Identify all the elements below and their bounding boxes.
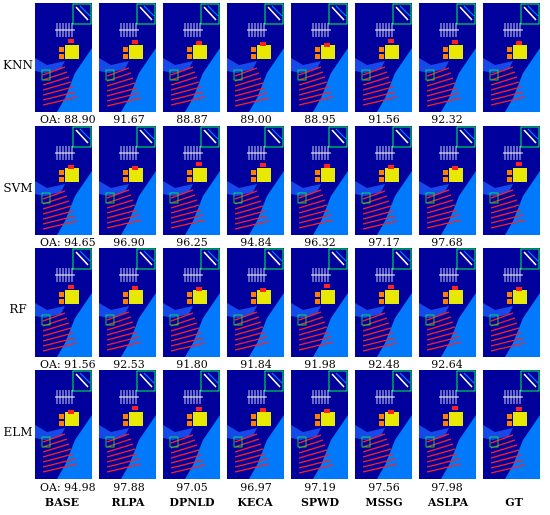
oa-value-knn-mssg: 91.56	[368, 113, 400, 126]
classification-map-svm-rlpa	[99, 126, 156, 235]
oa-value-knn-aslpa: 92.32	[431, 113, 463, 126]
col-label-aslpa: ASLPA	[427, 496, 469, 509]
classification-map-elm-gt	[483, 370, 540, 479]
classification-map-knn-rlpa	[99, 3, 156, 112]
oa-value-rf-spwd: 91.98	[304, 358, 336, 371]
classification-map-knn-mssg	[355, 3, 412, 112]
classification-map-svm-spwd	[291, 126, 348, 235]
row-label-elm: ELM	[3, 425, 33, 439]
classification-map-elm-aslpa	[419, 370, 476, 479]
oa-value-elm-aslpa: 97.98	[431, 481, 463, 494]
classification-map-svm-keca	[227, 126, 284, 235]
classification-map-elm-mssg	[355, 370, 412, 479]
oa-value-elm-mssg: 97.56	[368, 481, 400, 494]
col-label-rlpa: RLPA	[111, 496, 145, 509]
classification-map-elm-dpnld	[163, 370, 220, 479]
oa-value-elm-spwd: 97.19	[304, 481, 336, 494]
oa-value-rf-mssg: 92.48	[368, 358, 400, 371]
classification-map-elm-keca	[227, 370, 284, 479]
classification-map-knn-aslpa	[419, 3, 476, 112]
classification-map-rf-mssg	[355, 248, 412, 357]
oa-value-svm-dpnld: 96.25	[176, 236, 208, 249]
classification-map-svm-base	[35, 126, 92, 235]
col-label-base: BASE	[44, 496, 80, 509]
col-label-gt: GT	[505, 496, 523, 509]
classification-map-elm-spwd	[291, 370, 348, 479]
oa-value-rf-dpnld: 91.80	[176, 358, 208, 371]
oa-value-svm-spwd: 96.32	[304, 236, 336, 249]
classification-map-knn-base	[35, 3, 92, 112]
oa-value-knn-dpnld: 88.87	[176, 113, 208, 126]
classification-map-knn-dpnld	[163, 3, 220, 112]
classification-map-svm-gt	[483, 126, 540, 235]
classification-map-svm-aslpa	[419, 126, 476, 235]
classification-map-svm-mssg	[355, 126, 412, 235]
classification-map-knn-spwd	[291, 3, 348, 112]
oa-value-elm-keca: 96.97	[240, 481, 272, 494]
oa-value-elm-dpnld: 97.05	[176, 481, 208, 494]
oa-value-svm-aslpa: 97.68	[431, 236, 463, 249]
oa-value-rf-keca: 91.84	[240, 358, 272, 371]
row-label-rf: RF	[9, 302, 27, 316]
classification-map-rf-keca	[227, 248, 284, 357]
classification-map-rf-dpnld	[163, 248, 220, 357]
classification-map-rf-aslpa	[419, 248, 476, 357]
oa-value-rf-rlpa: 92.53	[113, 358, 145, 371]
classification-map-rf-gt	[483, 248, 540, 357]
oa-value-knn-spwd: 88.95	[304, 113, 336, 126]
oa-value-elm-base: OA: 94.98	[40, 481, 96, 494]
classification-map-knn-keca	[227, 3, 284, 112]
classification-map-rf-base	[35, 248, 92, 357]
col-label-mssg: MSSG	[365, 496, 403, 509]
col-label-dpnld: DPNLD	[169, 496, 215, 509]
oa-value-knn-base: OA: 88.90	[40, 113, 96, 126]
row-label-knn: KNN	[3, 58, 33, 72]
col-label-spwd: SPWD	[300, 496, 340, 509]
classification-map-svm-dpnld	[163, 126, 220, 235]
classification-map-rf-rlpa	[99, 248, 156, 357]
oa-value-rf-aslpa: 92.64	[431, 358, 463, 371]
row-label-svm: SVM	[3, 181, 33, 195]
classification-map-knn-gt	[483, 3, 540, 112]
oa-value-knn-keca: 89.00	[240, 113, 272, 126]
col-label-keca: KECA	[237, 496, 273, 509]
classification-map-elm-rlpa	[99, 370, 156, 479]
oa-value-knn-rlpa: 91.67	[113, 113, 145, 126]
classification-map-rf-spwd	[291, 248, 348, 357]
oa-value-elm-rlpa: 97.88	[113, 481, 145, 494]
oa-value-svm-keca: 94.84	[240, 236, 272, 249]
oa-value-svm-mssg: 97.17	[368, 236, 400, 249]
oa-value-svm-base: OA: 94.65	[40, 236, 96, 249]
oa-value-svm-rlpa: 96.90	[113, 236, 145, 249]
oa-value-rf-base: OA: 91.56	[40, 358, 96, 371]
classification-map-elm-base	[35, 370, 92, 479]
